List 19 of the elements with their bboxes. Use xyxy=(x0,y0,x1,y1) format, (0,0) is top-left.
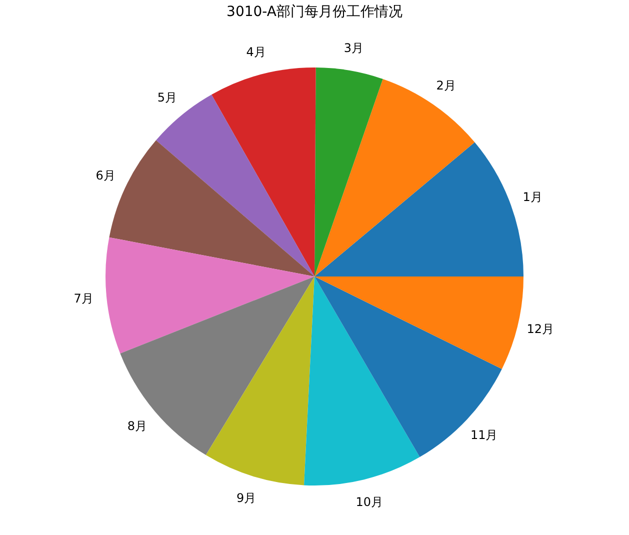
slice-label: 5月 xyxy=(157,90,177,104)
slice-label: 6月 xyxy=(96,168,116,183)
pie-slice xyxy=(314,68,383,276)
pie-slice xyxy=(304,276,420,486)
pie-slice xyxy=(120,276,314,456)
slice-label: 3月 xyxy=(344,40,364,55)
slice-label: 10月 xyxy=(356,494,384,509)
slice-label: 12月 xyxy=(526,322,554,336)
slice-label: 11月 xyxy=(470,428,498,442)
slice-label: 9月 xyxy=(236,491,256,506)
slice-label: 2月 xyxy=(436,78,456,92)
slice-label: 1月 xyxy=(522,190,542,204)
pie-slice xyxy=(212,68,316,276)
slice-label: 7月 xyxy=(74,291,94,306)
slice-label: 4月 xyxy=(246,44,266,59)
pie-slice xyxy=(206,276,314,486)
chart-title: 3010-A部门每月份工作情况 xyxy=(226,4,402,20)
slice-label: 8月 xyxy=(127,419,147,434)
pie-slice xyxy=(106,237,314,354)
